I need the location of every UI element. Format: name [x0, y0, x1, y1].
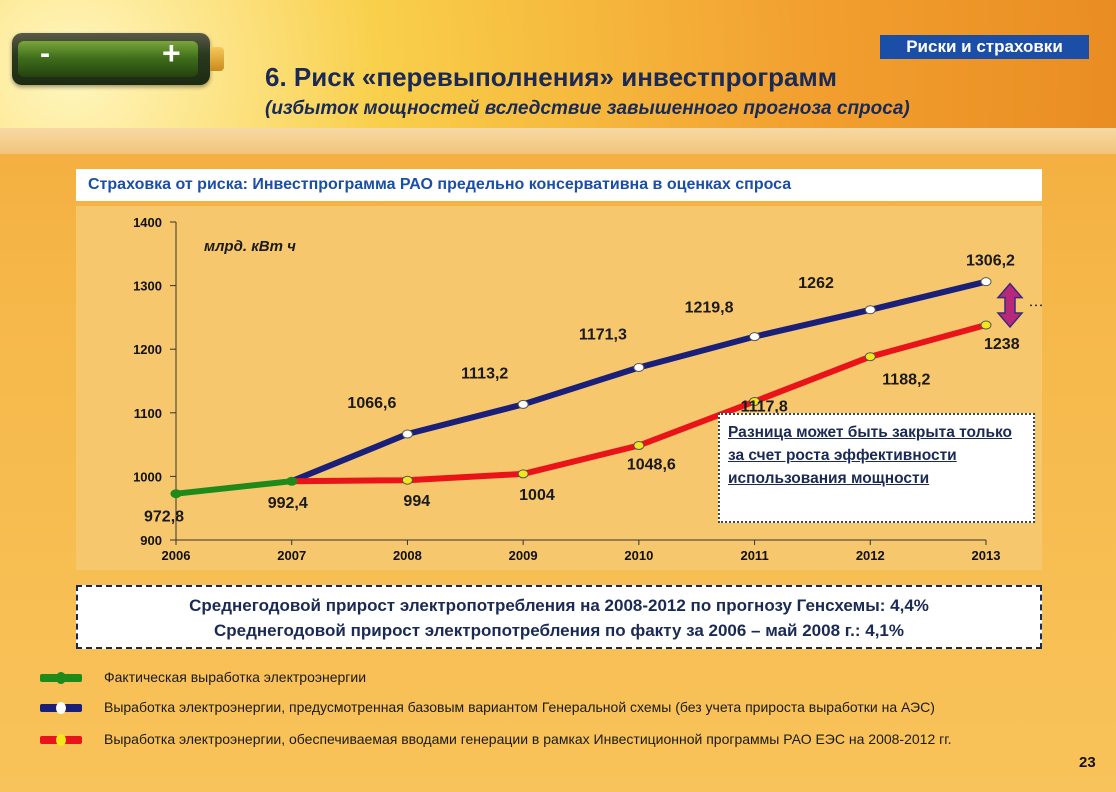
data-label-1-5: 1262	[798, 275, 834, 292]
y-tick-label: 1100	[134, 406, 162, 421]
page-subtitle: (избыток мощностей вследствие завышенног…	[265, 98, 910, 119]
gap-arrow	[996, 282, 1024, 329]
page-title: 6. Риск «перевыполнения» инвестпрограмм	[265, 62, 837, 92]
growth-forecast-line: Среднегодовой прирост электропотребления…	[189, 596, 929, 615]
legend-label: Фактическая выработка электроэнергии	[104, 669, 367, 685]
gap-note: Разница может быть закрыта только за сче…	[718, 413, 1035, 523]
data-point-2-6	[980, 320, 992, 330]
x-tick-label: 2008	[393, 548, 422, 563]
section-tag: Риски и страховки	[880, 35, 1089, 59]
data-label-1-3: 1171,3	[579, 326, 627, 343]
data-point-1-6	[980, 277, 992, 287]
battery-minus-sign: -	[40, 37, 50, 70]
legend-marker	[56, 702, 66, 714]
growth-summary: Среднегодовой прирост электропотребления…	[76, 585, 1042, 649]
battery-logo: - +	[12, 33, 224, 85]
data-label-2-2: 1004	[519, 487, 555, 504]
insurance-banner: Страховка от риска: Инвестпрограмма РАО …	[76, 169, 1042, 201]
data-label-1-2: 1113,2	[461, 365, 508, 382]
data-point-1-2	[517, 399, 529, 409]
y-tick-label: 900	[140, 533, 162, 548]
data-point-1-5	[864, 305, 876, 315]
y-tick-label: 1300	[133, 279, 162, 294]
data-point-2-4	[749, 396, 761, 406]
series-line-0	[173, 478, 295, 497]
x-tick-label: 2009	[509, 548, 538, 563]
x-tick-label: 2013	[972, 548, 1001, 563]
x-tick-label: 2011	[740, 548, 768, 563]
data-point-1-4	[749, 332, 761, 342]
data-point-1-1	[401, 429, 413, 439]
battery-fill	[18, 41, 198, 77]
data-label-1-1: 1066,6	[347, 395, 396, 412]
battery-cap	[210, 47, 224, 71]
data-label-1-6: 1306,2	[966, 253, 1015, 270]
x-tick-label: 2010	[624, 548, 653, 563]
header-band	[0, 128, 1116, 154]
data-point-2-5	[864, 352, 876, 362]
data-label-2-5: 1188,2	[882, 372, 930, 389]
x-tick-label: 2007	[277, 548, 306, 563]
legend-marker	[56, 672, 66, 684]
page-number: 23	[1079, 754, 1096, 771]
data-point-2-1	[401, 475, 413, 485]
unit-label: млрд. кВт ч	[204, 238, 296, 255]
data-label-2-1: 994	[403, 493, 430, 510]
data-point-2-3	[633, 440, 645, 450]
legend-swatch	[40, 672, 82, 684]
battery-plus-sign: +	[162, 35, 181, 71]
line-chart: 900 1000 1100 1200 1300 1400 2006 2007 2008 2009 2…	[133, 215, 1042, 563]
x-tick-label: 2012	[856, 548, 885, 563]
legend-label: Выработка электроэнергии, предусмотренна…	[104, 699, 935, 715]
data-point-0-0	[170, 489, 182, 499]
data-label-2-3: 1048,6	[627, 456, 676, 473]
legend-label: Выработка электроэнергии, обеспечиваемая…	[104, 731, 952, 747]
gap-connector	[1030, 304, 1042, 307]
legend-marker	[56, 734, 66, 746]
data-label-0-1: 992,4	[268, 495, 308, 512]
growth-actual-line: Среднегодовой прирост электропотребления…	[213, 621, 904, 640]
legend-swatch	[40, 734, 82, 746]
legend-swatch	[40, 702, 82, 714]
data-point-0-1	[286, 476, 298, 486]
data-label-1-4: 1219,8	[685, 300, 734, 317]
y-tick-label: 1200	[133, 342, 162, 357]
x-tick-label: 2006	[162, 548, 191, 563]
data-label-2-6: 1238	[984, 336, 1020, 353]
y-tick-label: 1000	[133, 469, 162, 484]
data-point-1-3	[633, 362, 645, 372]
data-point-2-2	[517, 469, 529, 479]
data-label-2-4: 1117,8	[741, 398, 788, 415]
y-tick-label: 1400	[133, 215, 162, 230]
data-label-0-0: 972,8	[144, 509, 184, 526]
